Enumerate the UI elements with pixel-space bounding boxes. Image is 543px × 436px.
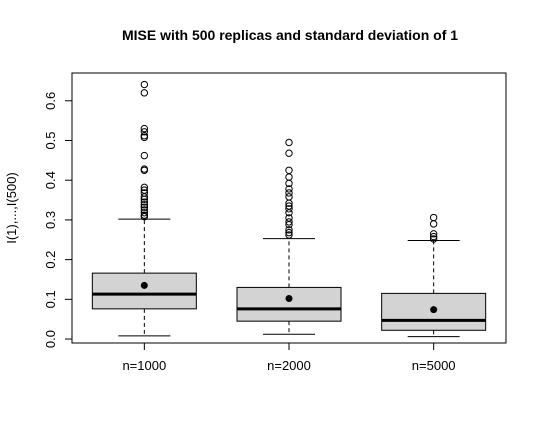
outlier-point [429, 235, 438, 243]
y-tick-label: 0.2 [43, 251, 58, 269]
outlier-point [429, 230, 438, 238]
outlier-point [140, 203, 149, 211]
box-iqr [236, 286, 342, 322]
x-tick-label: n=1000 [122, 358, 166, 373]
mean-point [140, 281, 148, 289]
y-tick-label: 0.6 [43, 92, 58, 110]
box-series [91, 80, 487, 338]
mean-point [285, 295, 293, 303]
outlier-point [140, 165, 149, 173]
outlier-point [285, 226, 293, 234]
box-group [91, 80, 197, 337]
outlier-point [140, 80, 149, 89]
outlier-point [285, 193, 293, 201]
x-tick-label: n=5000 [412, 358, 456, 373]
box-iqr [91, 272, 197, 310]
outlier-point [285, 185, 293, 193]
outlier-point [285, 214, 293, 222]
outlier-point [285, 189, 293, 197]
outlier-point [285, 231, 293, 239]
outlier-point [429, 220, 438, 228]
y-tick-label: 0.0 [43, 330, 58, 348]
x-tick-label: n=2000 [267, 358, 311, 373]
outlier-point [285, 166, 293, 174]
outlier-point [140, 209, 149, 217]
outlier-point [429, 232, 438, 241]
y-axis-label: I(1),...,I(500) [4, 172, 19, 244]
outlier-point [140, 189, 149, 197]
x-axis-ticks: n=1000 n=2000 n=5000 [122, 343, 456, 373]
outlier-point [285, 205, 293, 213]
outlier-point [140, 211, 149, 219]
y-tick-label: 0.5 [43, 131, 58, 149]
outlier-point [285, 202, 293, 210]
outlier-point [285, 228, 293, 237]
outlier-point [140, 183, 149, 192]
outlier-point [140, 132, 149, 140]
y-axis-ticks: 0.0 0.1 0.2 0.3 0.4 0.5 0.6 [43, 92, 72, 348]
outlier-point [429, 213, 438, 222]
mean-point [430, 306, 438, 314]
outlier-point [140, 201, 149, 209]
outlier-point [140, 198, 149, 206]
outlier-point [140, 206, 149, 214]
y-tick-label: 0.1 [43, 290, 58, 308]
outlier-point [140, 151, 149, 160]
outlier-point [285, 218, 293, 226]
outlier-point [140, 186, 149, 194]
outlier-point [140, 128, 149, 136]
outlier-point [140, 89, 149, 97]
box-group [236, 138, 342, 335]
outlier-point [285, 173, 293, 181]
outlier-point [285, 149, 293, 157]
outlier-point [140, 124, 149, 133]
box-group [381, 213, 487, 338]
y-tick-label: 0.4 [43, 171, 58, 189]
outlier-point [285, 138, 293, 147]
chart-title: MISE with 500 replicas and standard devi… [122, 27, 458, 43]
y-tick-label: 0.3 [43, 211, 58, 229]
